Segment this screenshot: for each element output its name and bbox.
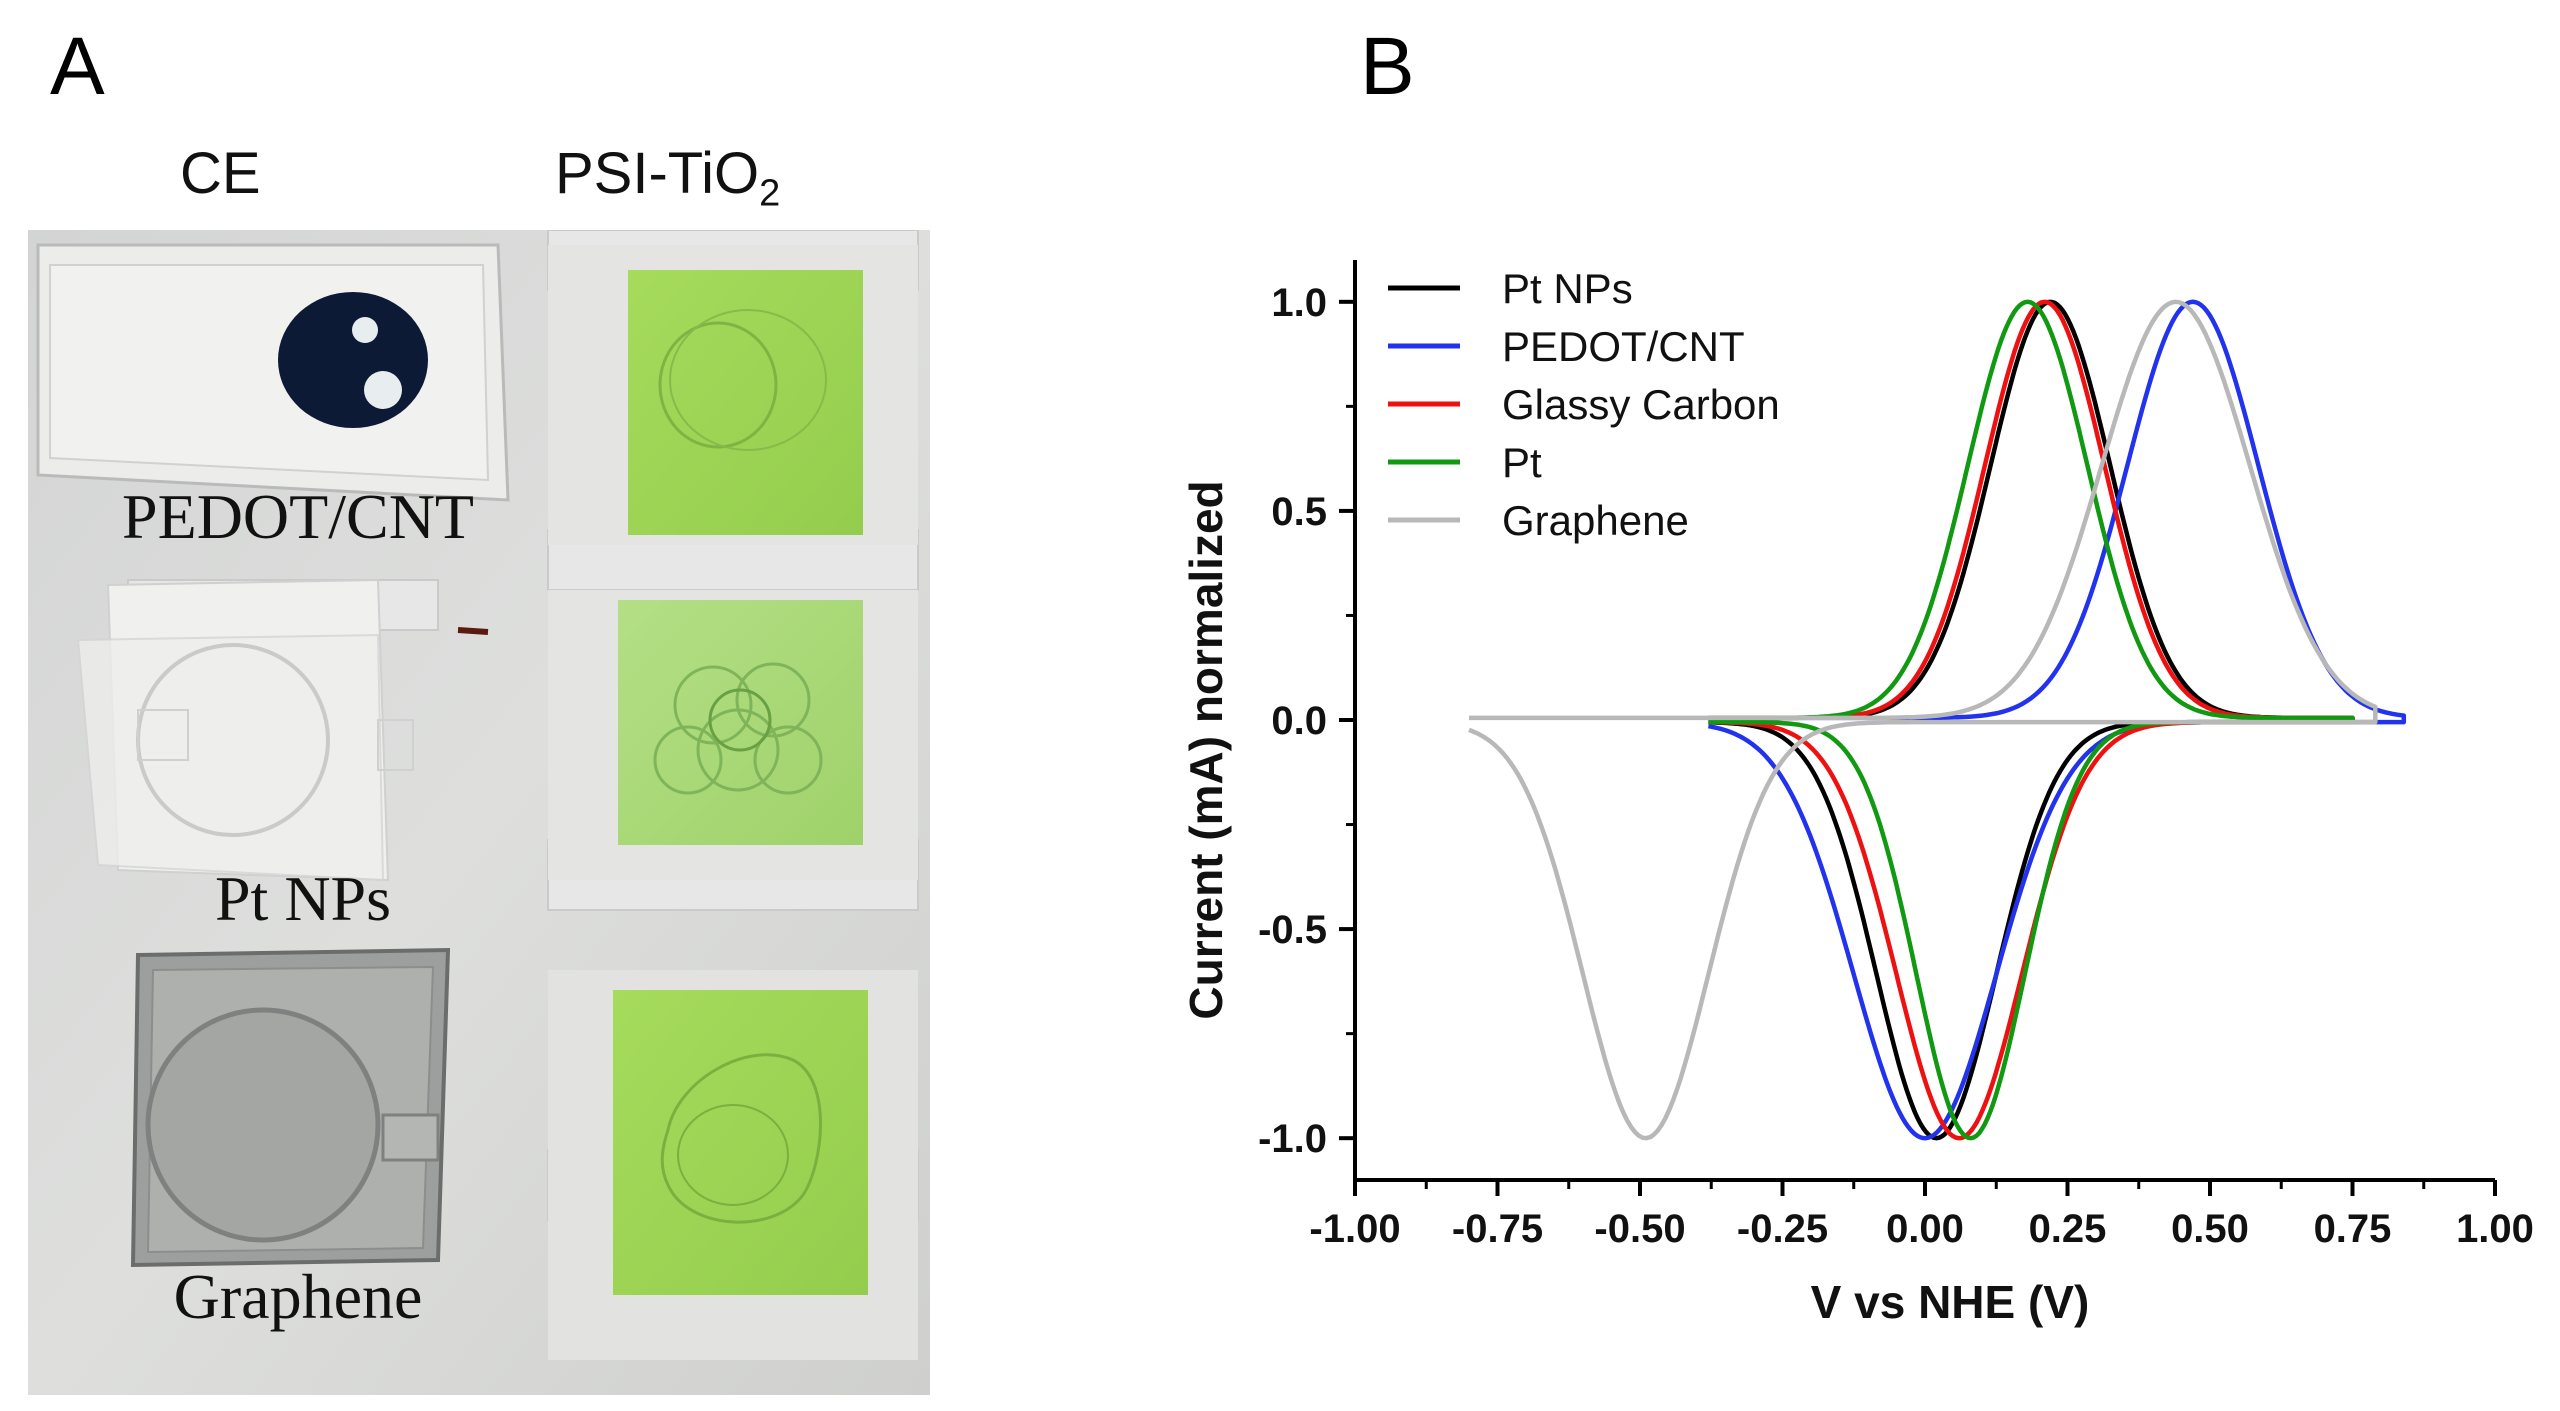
x-tick-label: -0.50	[1594, 1207, 1685, 1251]
x-tick-label: 0.50	[2171, 1207, 2249, 1251]
pedot-cnt-electrode	[36, 243, 510, 502]
graphene-electrode	[130, 947, 451, 1268]
x-axis-label: V vs NHE (V)	[1811, 1276, 2090, 1328]
legend: Pt NPs PEDOT/CNT Glassy Carbon Pt Graphene	[1388, 265, 1780, 544]
panel-letter-b: B	[1360, 21, 1415, 112]
column-header-psi-tio2: PSI-TiO2	[555, 140, 780, 216]
sample-label-pedot-cnt: PEDOT/CNT	[122, 481, 474, 552]
y-tick-label: 0.0	[1271, 699, 1327, 743]
x-tick-label: 0.25	[2029, 1207, 2107, 1251]
psi-tio2-subscript: 2	[759, 172, 781, 215]
sample-label-pt-nps: Pt NPs	[215, 863, 391, 934]
x-tick-label: -1.00	[1309, 1207, 1400, 1251]
psi-tio2-main: PSI-TiO	[555, 141, 760, 206]
series-line-pedot-cnt	[1708, 299, 2407, 1141]
psi-film-3	[548, 970, 918, 1360]
sample-photo: PEDOT/CNT Pt NPs Graphene	[28, 230, 930, 1395]
y-tick-label: 0.5	[1271, 490, 1327, 534]
legend-label-pedot-cnt: PEDOT/CNT	[1502, 323, 1745, 370]
y-tick-label: -1.0	[1258, 1117, 1327, 1161]
x-tick-label: -0.25	[1737, 1207, 1828, 1251]
pedot-cnt-spot	[278, 292, 428, 428]
y-tick-label: -0.5	[1258, 908, 1327, 952]
series-line-graphene	[1468, 299, 2378, 1141]
column-header-ce: CE	[180, 141, 261, 206]
pt-nps-electrode	[76, 578, 489, 882]
x-tick-label: -0.75	[1452, 1207, 1543, 1251]
panel-letter-a: A	[50, 21, 105, 112]
psi-film-2	[548, 590, 918, 880]
x-tick-label: 0.75	[2314, 1207, 2392, 1251]
series-layer	[1468, 299, 2407, 1141]
psi-film-1	[548, 245, 918, 545]
y-axis-label: Current (mA) normalized	[1180, 480, 1232, 1019]
x-tick-label: 0.00	[1886, 1207, 1964, 1251]
y-tick-label: 1.0	[1271, 281, 1327, 325]
legend-label-glassy-carbon: Glassy Carbon	[1502, 381, 1780, 428]
sample-label-graphene: Graphene	[174, 1261, 423, 1332]
axes: -1.00 -0.75 -0.50 -0.25 0.00 0.25 0.50 0.75 1.00…	[1258, 260, 2534, 1251]
legend-label-pt-nps: Pt NPs	[1502, 265, 1633, 312]
cv-chart: -1.00 -0.75 -0.50 -0.25 0.00 0.25 0.50 0.75 1.00…	[1180, 260, 2534, 1328]
legend-label-pt: Pt	[1502, 439, 1542, 486]
x-tick-label: 1.00	[2456, 1207, 2534, 1251]
legend-label-graphene: Graphene	[1502, 497, 1689, 544]
